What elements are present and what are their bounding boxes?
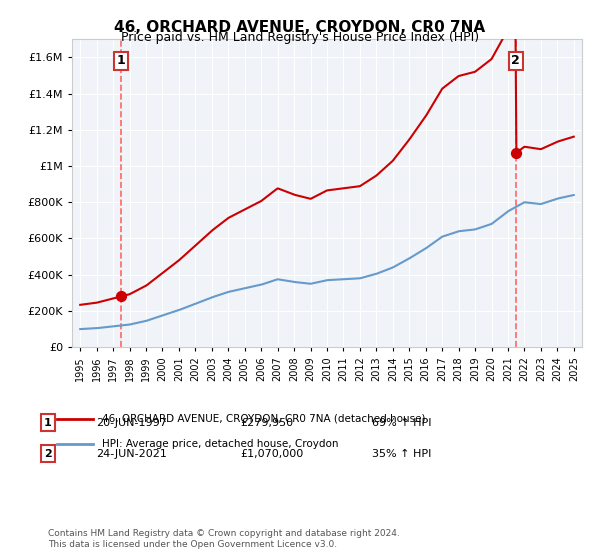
Text: £1,070,000: £1,070,000 [240,449,303,459]
Text: 20-JUN-1997: 20-JUN-1997 [96,418,167,428]
Text: 24-JUN-2021: 24-JUN-2021 [96,449,167,459]
Text: 1: 1 [116,54,125,67]
Text: Contains HM Land Registry data © Crown copyright and database right 2024.
This d: Contains HM Land Registry data © Crown c… [48,529,400,549]
Text: 2: 2 [511,54,520,67]
Text: £279,950: £279,950 [240,418,293,428]
Text: 69% ↑ HPI: 69% ↑ HPI [372,418,431,428]
Text: Price paid vs. HM Land Registry's House Price Index (HPI): Price paid vs. HM Land Registry's House … [121,31,479,44]
Text: HPI: Average price, detached house, Croydon: HPI: Average price, detached house, Croy… [102,439,338,449]
Text: 46, ORCHARD AVENUE, CROYDON, CR0 7NA (detached house): 46, ORCHARD AVENUE, CROYDON, CR0 7NA (de… [102,414,425,423]
Point [511,149,520,158]
Point [116,292,125,301]
Text: 35% ↑ HPI: 35% ↑ HPI [372,449,431,459]
Text: 46, ORCHARD AVENUE, CROYDON, CR0 7NA: 46, ORCHARD AVENUE, CROYDON, CR0 7NA [115,20,485,35]
Text: 1: 1 [44,418,52,428]
Text: 2: 2 [44,449,52,459]
